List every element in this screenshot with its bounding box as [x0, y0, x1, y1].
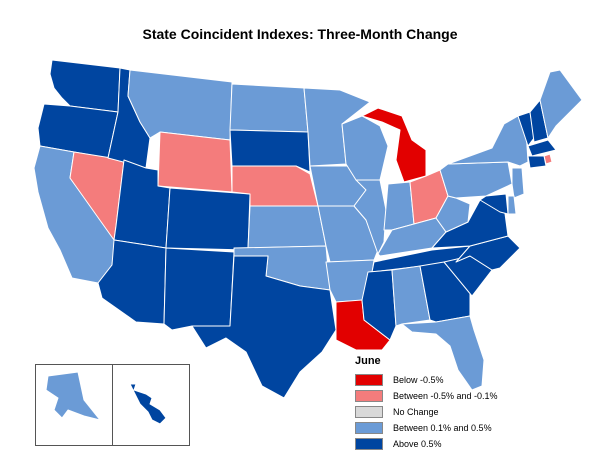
legend-swatch: [355, 421, 383, 434]
inset-divider: [112, 364, 113, 446]
legend-label: Below -0.5%: [393, 374, 444, 385]
state-CO[interactable]: [165, 187, 251, 251]
state-WI[interactable]: [341, 115, 389, 181]
state-MD[interactable]: [479, 193, 509, 215]
state-FL[interactable]: [401, 315, 485, 391]
state-NM[interactable]: [163, 247, 235, 331]
state-TX[interactable]: [191, 255, 337, 399]
state-KS[interactable]: [247, 205, 327, 249]
state-HI[interactable]: [129, 383, 167, 425]
state-WA[interactable]: [49, 59, 121, 113]
legend-title: June: [355, 355, 381, 367]
legend-item: No Change: [355, 404, 595, 419]
state-SD[interactable]: [229, 129, 311, 173]
legend-item: Between -0.5% and -0.1%: [355, 388, 595, 403]
state-WY[interactable]: [157, 131, 233, 193]
state-ME[interactable]: [539, 69, 583, 139]
state-MA[interactable]: [527, 139, 557, 157]
state-AL[interactable]: [391, 265, 431, 327]
legend-label: Above 0.5%: [393, 438, 442, 449]
legend-label: Between 0.1% and 0.5%: [393, 422, 492, 433]
state-AK[interactable]: [45, 371, 101, 421]
legend-label: No Change: [393, 406, 439, 417]
legend-label: Between -0.5% and -0.1%: [393, 390, 498, 401]
legend-item: Above 0.5%: [355, 436, 595, 451]
state-IN[interactable]: [383, 181, 415, 231]
legend-swatch: [355, 437, 383, 450]
state-NJ[interactable]: [511, 167, 525, 199]
state-CT[interactable]: [527, 155, 547, 169]
state-DE[interactable]: [507, 195, 517, 215]
state-ND[interactable]: [229, 83, 309, 133]
legend-swatch: [355, 405, 383, 418]
legend-swatch: [355, 389, 383, 402]
state-PA[interactable]: [439, 161, 513, 199]
legend-item: Below -0.5%: [355, 372, 595, 387]
state-NY[interactable]: [447, 115, 529, 167]
map-title: State Coincident Indexes: Three-Month Ch…: [142, 26, 458, 42]
legend-item: Between 0.1% and 0.5%: [355, 420, 595, 435]
legend: June Below -0.5% Between -0.5% and -0.1%…: [355, 355, 595, 452]
legend-swatch: [355, 373, 383, 386]
